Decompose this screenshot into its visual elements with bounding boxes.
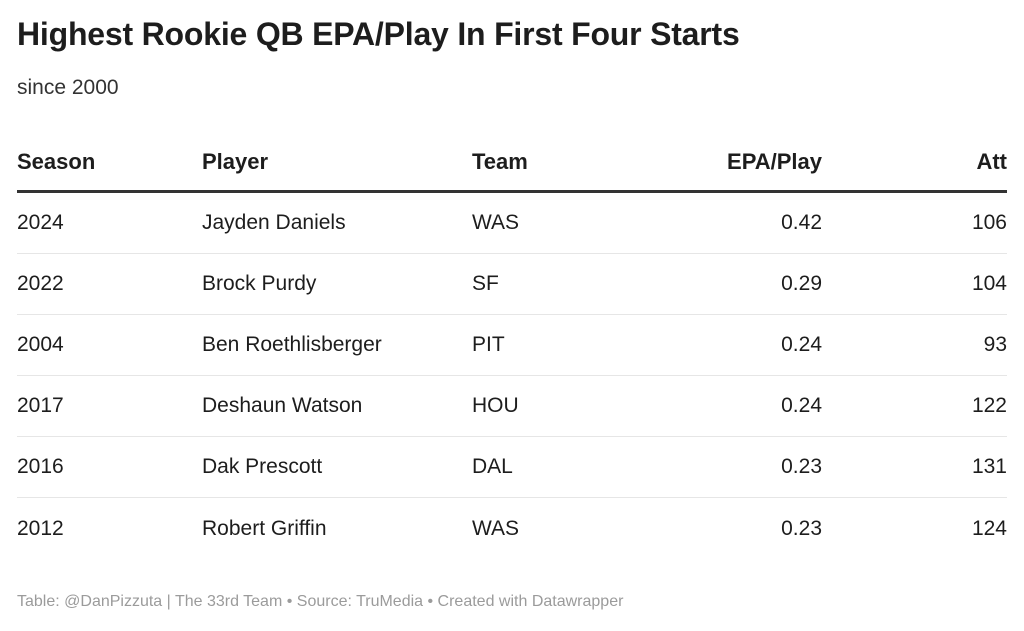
cell-att: 93	[983, 333, 1007, 356]
cell-att: 131	[971, 455, 1007, 478]
table-header-row: Season Player Team EPA/Play Att	[17, 136, 1007, 193]
cell-epa-play: 0.29	[781, 272, 822, 295]
cell-att: 104	[971, 272, 1007, 295]
table-row: 2024 Jayden Daniels WAS 0.42 106	[17, 193, 1007, 254]
header-epa-play[interactable]: EPA/Play	[727, 149, 822, 174]
cell-team: DAL	[472, 455, 513, 478]
cell-epa-play: 0.24	[781, 333, 822, 356]
cell-player: Deshaun Watson	[202, 394, 363, 417]
cell-player: Jayden Daniels	[202, 211, 346, 234]
header-att[interactable]: Att	[976, 149, 1007, 174]
chart-title: Highest Rookie QB EPA/Play In First Four…	[17, 16, 740, 52]
cell-season: 2022	[17, 272, 64, 295]
cell-epa-play: 0.24	[781, 394, 822, 417]
cell-season: 2017	[17, 394, 64, 417]
table-row: 2012 Robert Griffin WAS 0.23 124	[17, 498, 1007, 559]
cell-att: 106	[971, 211, 1007, 234]
cell-team: PIT	[472, 333, 505, 356]
source-footer: Table: @DanPizzuta | The 33rd Team • Sou…	[17, 593, 624, 610]
table-row: 2004 Ben Roethlisberger PIT 0.24 93	[17, 315, 1007, 376]
table-row: 2016 Dak Prescott DAL 0.23 131	[17, 437, 1007, 498]
cell-att: 122	[971, 394, 1007, 417]
cell-season: 2012	[17, 516, 64, 540]
cell-season: 2004	[17, 333, 64, 356]
header-season[interactable]: Season	[17, 149, 96, 174]
cell-att: 124	[971, 516, 1007, 540]
cell-epa-play: 0.42	[781, 211, 822, 234]
cell-player: Brock Purdy	[202, 272, 317, 295]
cell-season: 2024	[17, 211, 64, 234]
cell-player: Dak Prescott	[202, 455, 323, 478]
table-row: 2022 Brock Purdy SF 0.29 104	[17, 254, 1007, 315]
cell-season: 2016	[17, 455, 64, 478]
cell-team: HOU	[472, 394, 519, 417]
cell-team: WAS	[472, 516, 520, 540]
cell-player: Ben Roethlisberger	[202, 333, 382, 356]
cell-team: WAS	[472, 211, 520, 234]
cell-epa-play: 0.23	[781, 455, 822, 478]
cell-epa-play: 0.23	[781, 516, 822, 540]
header-player[interactable]: Player	[202, 149, 269, 174]
cell-team: SF	[472, 272, 499, 295]
cell-player: Robert Griffin	[202, 516, 327, 540]
header-team[interactable]: Team	[472, 149, 528, 174]
data-table: Season Player Team EPA/Play Att 2024 Jay…	[17, 136, 1007, 559]
chart-subtitle: since 2000	[17, 76, 119, 99]
table-row: 2017 Deshaun Watson HOU 0.24 122	[17, 376, 1007, 437]
